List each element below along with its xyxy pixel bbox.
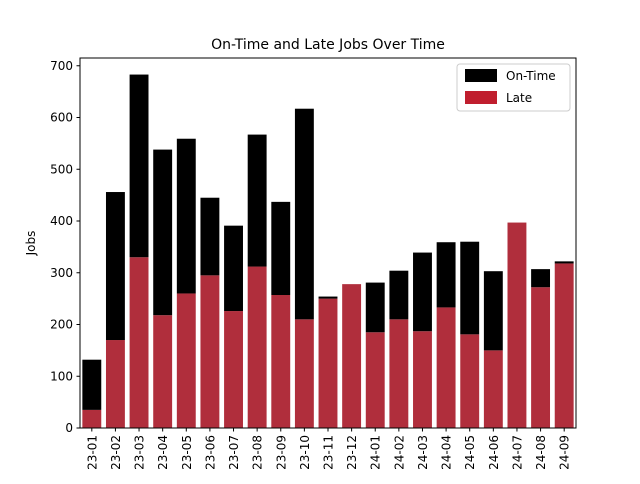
bar-late-24-09 xyxy=(554,263,574,428)
x-tick-label: 24-02 xyxy=(392,435,406,470)
x-tick-label: 23-07 xyxy=(227,435,241,470)
bar-late-23-07 xyxy=(224,311,243,428)
bar-on-time-23-01 xyxy=(82,359,102,410)
bar-late-24-02 xyxy=(389,319,409,428)
bar-late-24-01 xyxy=(365,332,385,428)
bar-late-24-06 xyxy=(483,350,503,428)
bar-on-time-24-04 xyxy=(436,242,456,308)
bar-late-23-06 xyxy=(200,275,220,428)
legend-swatch-late xyxy=(465,91,497,104)
bar-on-time-24-01 xyxy=(365,282,385,333)
bar-on-time-24-03 xyxy=(413,252,432,332)
y-axis: 0 100 200 300 400 500 600 700 xyxy=(50,59,80,435)
bar-on-time-23-05 xyxy=(176,138,196,294)
y-tick-label: 300 xyxy=(50,266,73,280)
bar-on-time-24-05 xyxy=(460,241,480,335)
bar-on-time-23-09 xyxy=(271,201,291,296)
bar-late-24-05 xyxy=(460,334,480,428)
bar-late-24-04 xyxy=(436,307,456,428)
bar-on-time-24-02 xyxy=(389,270,409,320)
y-tick-label: 0 xyxy=(65,421,73,435)
bar-late-23-09 xyxy=(271,295,291,428)
x-tick-label: 23-11 xyxy=(322,435,336,470)
bars-layer xyxy=(82,74,574,428)
bar-on-time-23-11 xyxy=(318,296,338,299)
x-tick-label: 23-06 xyxy=(203,435,217,470)
x-tick-label: 24-05 xyxy=(463,435,477,470)
x-tick-label: 23-05 xyxy=(180,435,194,470)
legend: On-Time Late xyxy=(456,63,571,112)
y-axis-label: Jobs xyxy=(24,231,38,257)
x-tick-label: 23-08 xyxy=(251,435,265,470)
x-tick-label: 23-04 xyxy=(156,435,170,470)
legend-label-on-time: On-Time xyxy=(506,69,556,83)
x-tick-label: 23-02 xyxy=(109,435,123,470)
bar-late-24-03 xyxy=(413,331,432,428)
x-tick-label: 23-10 xyxy=(298,435,312,470)
bar-on-time-23-03 xyxy=(129,74,149,258)
x-tick-label: 24-03 xyxy=(416,435,430,470)
bar-on-time-24-09 xyxy=(554,261,574,264)
x-tick-label: 23-01 xyxy=(85,435,99,470)
x-tick-label: 24-06 xyxy=(487,435,501,470)
x-tick-label: 23-03 xyxy=(133,435,147,470)
y-tick-label: 100 xyxy=(50,369,73,383)
y-tick-label: 700 xyxy=(50,59,73,73)
x-tick-label: 24-01 xyxy=(369,435,383,470)
chart-title: On-Time and Late Jobs Over Time xyxy=(211,37,445,53)
x-tick-label: 24-07 xyxy=(510,435,524,470)
bar-late-23-05 xyxy=(176,293,196,428)
bar-late-23-08 xyxy=(247,266,267,428)
bar-late-24-07 xyxy=(507,222,527,428)
y-tick-label: 500 xyxy=(50,162,73,176)
bar-on-time-23-08 xyxy=(247,134,267,267)
x-axis: 23-01 23-02 23-03 23-04 23-05 23-06 23-07 23-08… xyxy=(85,428,572,470)
bar-on-time-23-02 xyxy=(105,192,125,341)
bar-late-23-10 xyxy=(294,319,314,428)
bar-late-24-08 xyxy=(531,287,551,428)
x-tick-label: 24-09 xyxy=(558,435,572,470)
bar-late-23-04 xyxy=(153,315,173,428)
x-tick-label: 23-09 xyxy=(274,435,288,470)
y-tick-label: 600 xyxy=(50,111,73,125)
bar-on-time-23-10 xyxy=(294,108,314,320)
bar-on-time-23-04 xyxy=(153,149,173,316)
bar-late-23-03 xyxy=(129,257,149,428)
legend-swatch-on-time xyxy=(465,69,497,82)
bar-late-23-12 xyxy=(342,284,362,428)
bar-late-23-02 xyxy=(105,340,125,428)
y-tick-label: 200 xyxy=(50,318,73,332)
bar-on-time-24-08 xyxy=(531,269,551,288)
bar-late-23-01 xyxy=(82,409,102,428)
bar-on-time-23-07 xyxy=(224,225,243,312)
bar-on-time-23-06 xyxy=(200,197,220,276)
bar-on-time-24-06 xyxy=(483,271,503,351)
bar-late-23-11 xyxy=(318,298,338,428)
x-tick-label: 23-12 xyxy=(345,435,359,470)
x-tick-label: 24-04 xyxy=(440,435,454,470)
y-tick-label: 400 xyxy=(50,214,73,228)
legend-label-late: Late xyxy=(506,91,532,105)
x-tick-label: 24-08 xyxy=(534,435,548,470)
